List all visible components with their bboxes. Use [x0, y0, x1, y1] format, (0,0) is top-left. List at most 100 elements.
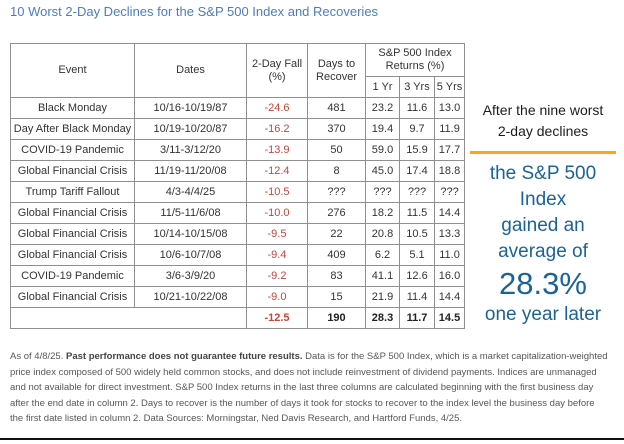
cell-3yrs: 10.5 [399, 223, 435, 245]
cell-dates: 3/11-3/12/20 [134, 139, 247, 161]
table-header: Event Dates 2-Day Fall (%) Days to Recov… [10, 43, 466, 98]
table-row: COVID-19 Pandemic 3/6-3/9/20 -9.2 83 41.1 12.… [10, 265, 466, 287]
col-header-days: Days to Recover [307, 43, 366, 98]
average-row: -12.5 190 28.3 11.7 14.5 [10, 307, 466, 329]
cell-1yr: 21.9 [365, 286, 400, 308]
cell-1yr: 41.1 [365, 265, 400, 287]
cell-days: 50 [307, 139, 366, 161]
col-header-5yrs: 5 Yrs [433, 76, 466, 98]
cell-dates: 10/16-10/19/87 [134, 97, 247, 119]
cell-5yrs: 14.4 [433, 202, 466, 224]
table-row: Black Monday 10/16-10/19/87 -24.6 481 23.2 11… [10, 97, 466, 119]
table-row: Global Financial Crisis 10/6-10/7/08 -9.4 4… [10, 244, 466, 266]
cell-1yr: 59.0 [365, 139, 400, 161]
cell-average-3yrs: 11.7 [399, 307, 435, 329]
col-header-dates: Dates [134, 43, 247, 98]
cell-fall: -9.0 [246, 286, 308, 308]
table-row: Trump Tariff Fallout 4/3-4/4/25 -10.5?????… [10, 181, 466, 203]
footnote-bold: Past performance does not guarantee futu… [65, 351, 303, 362]
cell-days: 409 [307, 244, 366, 266]
cell-event: Global Financial Crisis [10, 223, 135, 245]
cell-fall: -9.2 [246, 265, 308, 287]
cell-dates: 10/19-10/20/87 [134, 118, 247, 140]
col-header-event: Event [10, 43, 135, 98]
cell-average-label [10, 307, 247, 329]
cell-event: Black Monday [10, 97, 135, 119]
cell-3yrs: 12.6 [399, 265, 435, 287]
cell-fall: -10.5 [246, 181, 308, 203]
table-row: Global Financial Crisis 10/21-10/22/08 -9.… [10, 286, 466, 308]
cell-dates: 10/14-10/15/08 [134, 223, 247, 245]
bottom-rule [0, 438, 624, 440]
cell-fall: -9.4 [246, 244, 308, 266]
cell-event: Global Financial Crisis [10, 244, 135, 266]
cell-days: 83 [307, 265, 366, 287]
cell-3yrs: 11.5 [399, 202, 435, 224]
col-header-returns-group: S&P 500 Index Returns (%) [364, 43, 466, 77]
cell-days: 481 [307, 97, 366, 119]
cell-3yrs: ??? [399, 181, 435, 203]
col-header-fall: 2-Day Fall (%) [246, 43, 308, 98]
cell-1yr: 18.2 [365, 202, 400, 224]
cell-3yrs: 11.4 [399, 286, 435, 308]
table-row: COVID-19 Pandemic 3/11-3/12/20 -13.9 50 59.0… [10, 139, 466, 161]
footnote-asof: As of 4/8/25. [10, 351, 66, 362]
cell-1yr: 23.2 [365, 97, 400, 119]
side-panel-intro: After the nine worst 2-day declines [482, 102, 604, 139]
cell-5yrs: 11.0 [433, 244, 466, 266]
cell-average-fall: -12.5 [246, 307, 308, 329]
cell-fall: -13.9 [246, 139, 308, 161]
cell-average-5yrs: 14.5 [433, 307, 466, 329]
cell-days: 370 [307, 118, 366, 140]
cell-dates: 11/5-11/6/08 [134, 202, 247, 224]
cell-dates: 11/19-11/20/08 [134, 160, 247, 182]
cell-1yr: 20.8 [365, 223, 400, 245]
table-row: Day After Black Monday 10/19-10/20/87 -16.… [10, 118, 466, 140]
cell-fall: -12.4 [246, 160, 308, 182]
footnote-rest: Data is for the S&P 500 Index, which is … [10, 351, 608, 424]
table-row: Global Financial Crisis 10/14-10/15/08 -9.… [10, 223, 466, 245]
cell-fall: -24.6 [246, 97, 308, 119]
side-panel-statement: the S&P 500 Index gained an average of [489, 163, 597, 262]
cell-5yrs: 17.7 [433, 139, 466, 161]
cell-event: COVID-19 Pandemic [10, 265, 135, 287]
cell-fall: -9.5 [246, 223, 308, 245]
cell-event: Global Financial Crisis [10, 160, 135, 182]
cell-1yr: ??? [365, 181, 400, 203]
table-row: Global Financial Crisis 11/5-11/6/08 -10.0… [10, 202, 466, 224]
cell-average-days: 190 [307, 307, 366, 329]
cell-3yrs: 15.9 [399, 139, 435, 161]
cell-5yrs: 13.0 [433, 97, 466, 119]
table-body: Black Monday 10/16-10/19/87 -24.6 481 23.2 11… [10, 97, 466, 329]
cell-fall: -16.2 [246, 118, 308, 140]
cell-3yrs: 9.7 [399, 118, 435, 140]
cell-days: 15 [307, 286, 366, 308]
cell-1yr: 19.4 [365, 118, 400, 140]
cell-fall: -10.0 [246, 202, 308, 224]
col-header-3yrs: 3 Yrs [399, 76, 435, 98]
cell-event: Day After Black Monday [10, 118, 135, 140]
cell-event: Global Financial Crisis [10, 286, 135, 308]
col-header-1yr: 1 Yr [365, 76, 400, 98]
cell-event: COVID-19 Pandemic [10, 139, 135, 161]
footnote: As of 4/8/25. Past performance does not … [10, 349, 610, 427]
cell-5yrs: ??? [433, 181, 466, 203]
cell-event: Trump Tariff Fallout [10, 181, 135, 203]
cell-5yrs: 14.4 [433, 286, 466, 308]
cell-5yrs: 13.3 [433, 223, 466, 245]
cell-days: ??? [307, 181, 366, 203]
cell-1yr: 6.2 [365, 244, 400, 266]
cell-dates: 3/6-3/9/20 [134, 265, 247, 287]
table-row: Global Financial Crisis 11/19-11/20/08 -12… [10, 160, 466, 182]
cell-5yrs: 16.0 [433, 265, 466, 287]
side-panel: After the nine worst 2-day declines the … [462, 100, 624, 328]
cell-dates: 10/21-10/22/08 [134, 286, 247, 308]
cell-1yr: 45.0 [365, 160, 400, 182]
header-row-main: Event Dates 2-Day Fall (%) Days to Recov… [10, 43, 466, 98]
side-panel-highlight: 28.3% [499, 266, 587, 301]
cell-3yrs: 5.1 [399, 244, 435, 266]
cell-3yrs: 11.6 [399, 97, 435, 119]
side-panel-closing: one year later [484, 304, 602, 325]
declines-table: Event Dates 2-Day Fall (%) Days to Recov… [10, 43, 466, 329]
